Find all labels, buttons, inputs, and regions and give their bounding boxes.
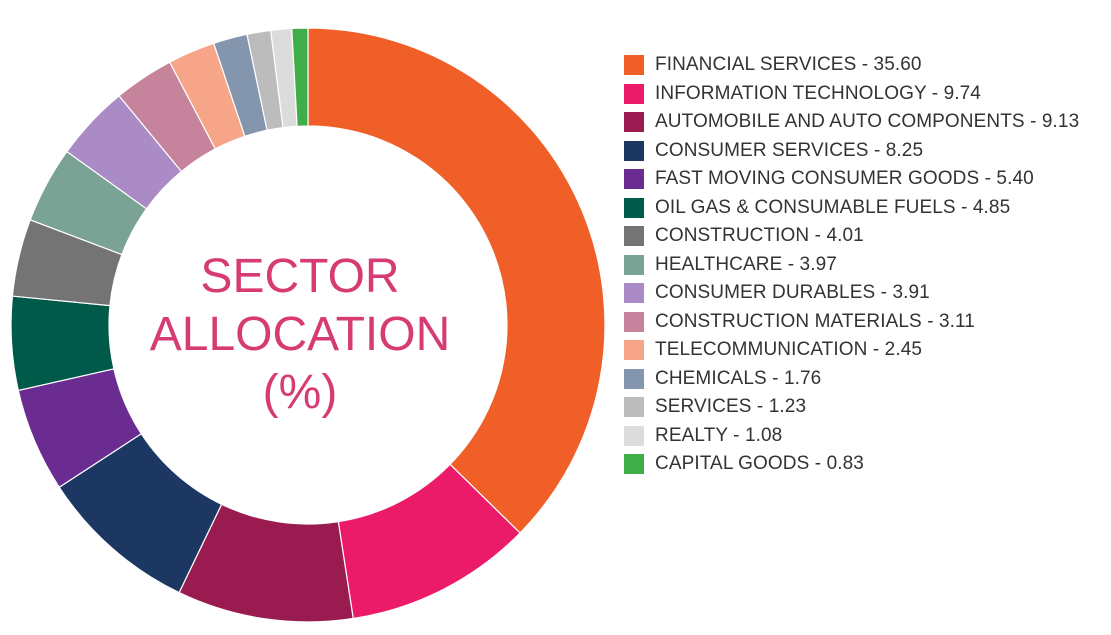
legend-swatch bbox=[624, 140, 644, 161]
legend-text: CONSUMER SERVICES - 8.25 bbox=[655, 139, 924, 161]
legend-item: OIL GAS & CONSUMABLE FUELS - 4.85 bbox=[624, 194, 1104, 223]
legend-item: AUTOMOBILE AND AUTO COMPONENTS - 9.13 bbox=[624, 108, 1104, 137]
legend-label: CONSTRUCTION bbox=[655, 225, 810, 246]
legend-item: CHEMICALS - 1.76 bbox=[624, 365, 1104, 394]
legend-value: 5.40 bbox=[996, 168, 1034, 189]
legend-label: HEALTHCARE bbox=[655, 253, 783, 275]
legend-value: 3.91 bbox=[892, 282, 930, 303]
chart-title-line-2: ALLOCATION bbox=[149, 308, 451, 361]
legend-text: OIL GAS & CONSUMABLE FUELS - 4.85 bbox=[655, 196, 1011, 218]
slice-financial-services bbox=[307, 27, 606, 534]
chart-title-line-1: SECTOR bbox=[200, 250, 400, 303]
legend-label: CONSTRUCTION MATERIALS bbox=[655, 310, 922, 332]
legend-value: 8.25 bbox=[885, 139, 924, 161]
legend-value: 35.60 bbox=[873, 54, 922, 75]
legend-value: 3.11 bbox=[939, 310, 975, 332]
legend-swatch bbox=[624, 55, 644, 75]
legend-swatch bbox=[624, 340, 644, 360]
chart-title-line-3: (%) bbox=[262, 366, 338, 419]
legend-item: HEALTHCARE - 3.97 bbox=[624, 251, 1104, 280]
legend-label: CAPITAL GOODS bbox=[655, 453, 810, 474]
chart-title: SECTOR ALLOCATION (%) bbox=[110, 248, 490, 422]
donut-chart bbox=[10, 27, 606, 623]
legend-label: SERVICES bbox=[655, 396, 752, 417]
legend-item: FINANCIAL SERVICES - 35.60 bbox=[624, 51, 1104, 80]
legend-swatch bbox=[624, 368, 644, 389]
legend-value: 1.23 bbox=[768, 396, 807, 417]
legend-text: INFORMATION TECHNOLOGY - 9.74 bbox=[655, 82, 981, 104]
legend-swatch bbox=[624, 112, 644, 132]
legend-swatch bbox=[624, 169, 644, 189]
legend-swatch bbox=[624, 425, 644, 446]
legend-label: TELECOMMUNICATION bbox=[655, 339, 868, 360]
legend-text: HEALTHCARE - 3.97 bbox=[655, 253, 837, 275]
legend-item: CONSUMER SERVICES - 8.25 bbox=[624, 137, 1104, 166]
legend-item: SERVICES - 1.23 bbox=[624, 393, 1104, 422]
legend-value: 4.01 bbox=[826, 225, 864, 246]
legend-label: CHEMICALS bbox=[655, 367, 767, 389]
legend-swatch bbox=[624, 454, 644, 474]
legend-item: CAPITAL GOODS - 0.83 bbox=[624, 450, 1104, 479]
legend-text: CONSTRUCTION - 4.01 bbox=[655, 225, 864, 246]
legend-swatch bbox=[624, 254, 644, 275]
legend-text: CONSUMER DURABLES - 3.91 bbox=[655, 282, 930, 303]
legend-label: FINANCIAL SERVICES bbox=[655, 54, 857, 75]
legend-text: CHEMICALS - 1.76 bbox=[655, 367, 822, 389]
legend-swatch bbox=[624, 83, 644, 104]
legend-value: 9.74 bbox=[943, 82, 981, 104]
legend-text: CONSTRUCTION MATERIALS - 3.11 bbox=[655, 310, 975, 332]
legend-value: 0.83 bbox=[826, 453, 864, 474]
legend-swatch bbox=[624, 226, 644, 246]
legend-value: 1.76 bbox=[783, 367, 822, 389]
legend-label: OIL GAS & CONSUMABLE FUELS bbox=[655, 196, 956, 218]
legend-text: SERVICES - 1.23 bbox=[655, 396, 807, 417]
legend-label: AUTOMOBILE AND AUTO COMPONENTS bbox=[655, 111, 1025, 132]
legend-value: 4.85 bbox=[972, 196, 1011, 218]
legend-text: FAST MOVING CONSUMER GOODS - 5.40 bbox=[655, 168, 1034, 189]
legend-value: 2.45 bbox=[884, 339, 923, 360]
legend-label: FAST MOVING CONSUMER GOODS bbox=[655, 168, 980, 189]
legend-text: TELECOMMUNICATION - 2.45 bbox=[655, 339, 923, 360]
legend-text: REALTY - 1.08 bbox=[655, 424, 783, 446]
legend-item: INFORMATION TECHNOLOGY - 9.74 bbox=[624, 80, 1104, 109]
legend-label: INFORMATION TECHNOLOGY bbox=[655, 82, 927, 104]
legend-swatch bbox=[624, 397, 644, 417]
legend-value: 1.08 bbox=[744, 424, 783, 446]
legend-item: CONSTRUCTION - 4.01 bbox=[624, 222, 1104, 251]
legend-item: TELECOMMUNICATION - 2.45 bbox=[624, 336, 1104, 365]
legend-swatch bbox=[624, 197, 644, 218]
legend-label: CONSUMER DURABLES bbox=[655, 282, 876, 303]
legend-swatch bbox=[624, 283, 644, 303]
legend-item: CONSTRUCTION MATERIALS - 3.11 bbox=[624, 308, 1104, 337]
chart-legend: FINANCIAL SERVICES - 35.60 INFORMATION TE… bbox=[624, 51, 1104, 479]
legend-label: CONSUMER SERVICES bbox=[655, 139, 869, 161]
legend-value: 3.97 bbox=[799, 253, 837, 275]
legend-swatch bbox=[624, 311, 644, 332]
legend-item: CONSUMER DURABLES - 3.91 bbox=[624, 279, 1104, 308]
legend-item: REALTY - 1.08 bbox=[624, 422, 1104, 451]
legend-text: AUTOMOBILE AND AUTO COMPONENTS - 9.13 bbox=[655, 111, 1080, 132]
legend-item: FAST MOVING CONSUMER GOODS - 5.40 bbox=[624, 165, 1104, 194]
legend-text: FINANCIAL SERVICES - 35.60 bbox=[655, 54, 922, 75]
legend-value: 9.13 bbox=[1041, 111, 1080, 132]
legend-label: REALTY bbox=[655, 424, 728, 446]
legend-text: CAPITAL GOODS - 0.83 bbox=[655, 453, 864, 474]
slice-capital-goods bbox=[291, 27, 309, 127]
